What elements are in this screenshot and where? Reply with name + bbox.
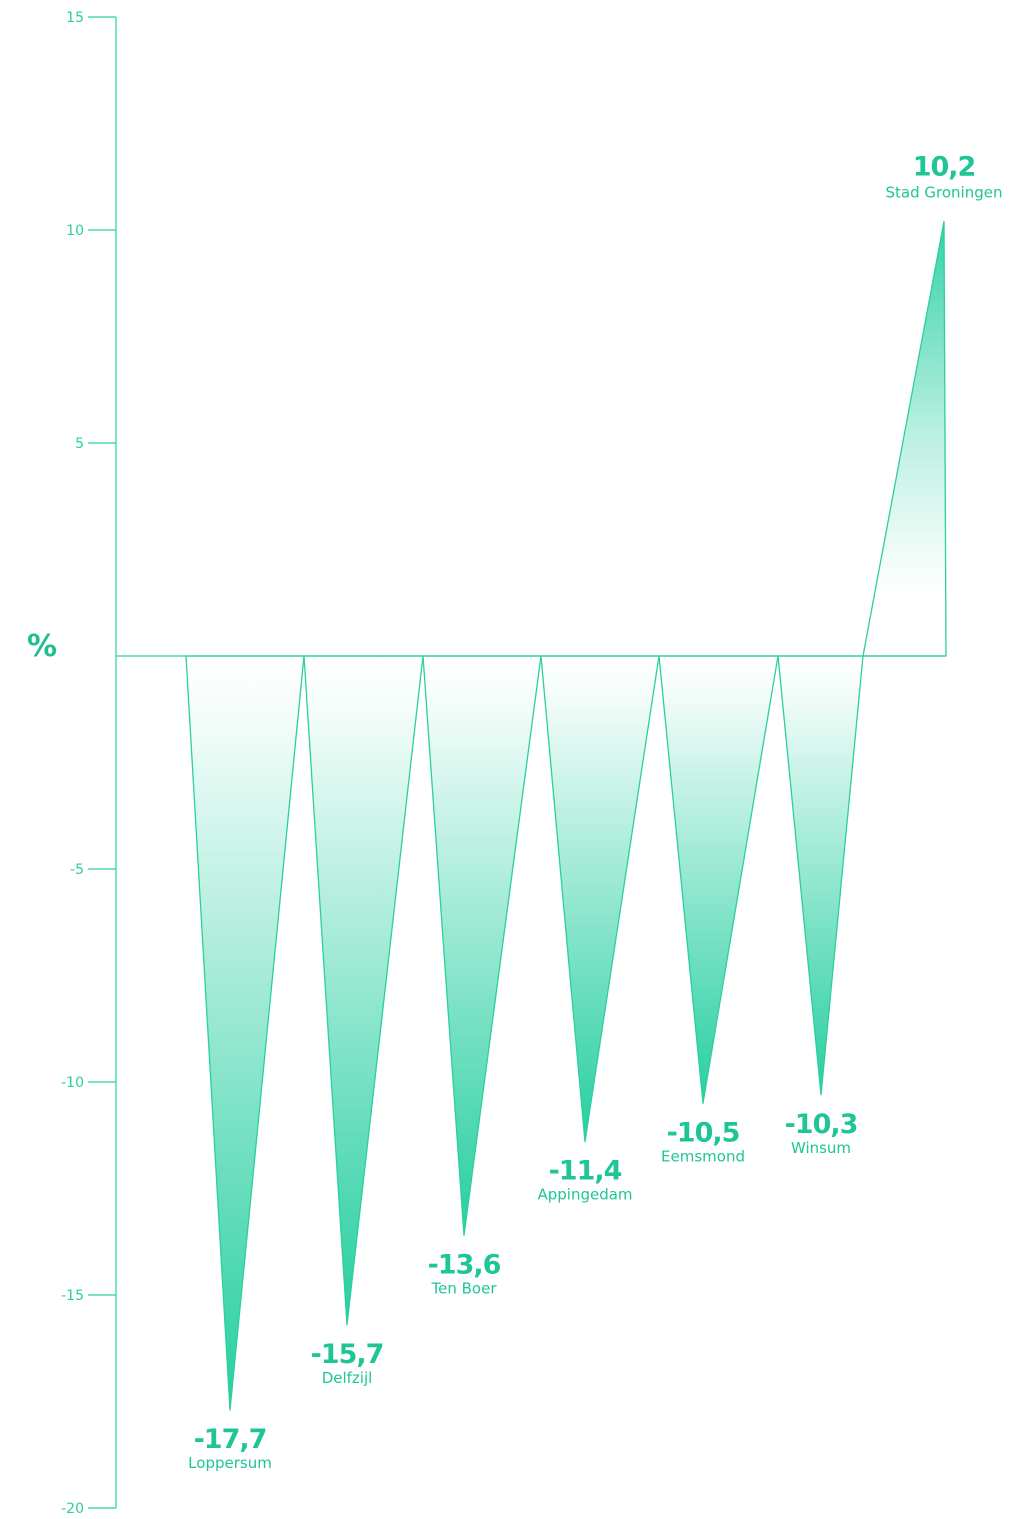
spike-stad-groningen (862, 220, 947, 657)
data-label-value: -17,7 (194, 1424, 267, 1455)
y-tick-label: -5 (70, 862, 84, 878)
data-label-category: Winsum (791, 1139, 851, 1157)
data-label-value: -10,5 (667, 1117, 740, 1148)
data-label-category: Ten Boer (431, 1279, 498, 1297)
y-tick-label: 15 (66, 10, 84, 26)
spike-winsum (777, 655, 864, 1096)
y-tick-label: 10 (66, 223, 84, 239)
data-label-category: Stad Groningen (886, 183, 1003, 201)
y-tick-label: -15 (61, 1288, 84, 1304)
data-label-value: 10,2 (913, 151, 976, 182)
data-label-category: Loppersum (188, 1454, 272, 1472)
data-label-category: Delfzijl (322, 1369, 373, 1387)
spike-loppersum (185, 655, 305, 1411)
chart-marks (185, 220, 947, 1411)
spike-appingedam (540, 655, 660, 1143)
data-label-value: -10,3 (785, 1109, 858, 1140)
spike-ten-boer (422, 655, 542, 1237)
y-tick-label: -20 (61, 1501, 84, 1517)
data-label-value: -11,4 (549, 1156, 622, 1187)
y-tick-label: -10 (61, 1075, 84, 1091)
spike-delfzijl (303, 655, 424, 1326)
y-tick-label: 5 (75, 436, 84, 452)
spike-eemsmond (658, 655, 779, 1104)
y-axis: 15 10 5 -5 -10 -15 -20 (61, 10, 946, 1517)
y-axis-unit-label: % (27, 629, 57, 664)
data-label-category: Appingedam (537, 1186, 632, 1204)
data-label-value: -13,6 (428, 1249, 501, 1280)
data-label-category: Eemsmond (661, 1147, 745, 1165)
data-label-value: -15,7 (311, 1339, 384, 1370)
